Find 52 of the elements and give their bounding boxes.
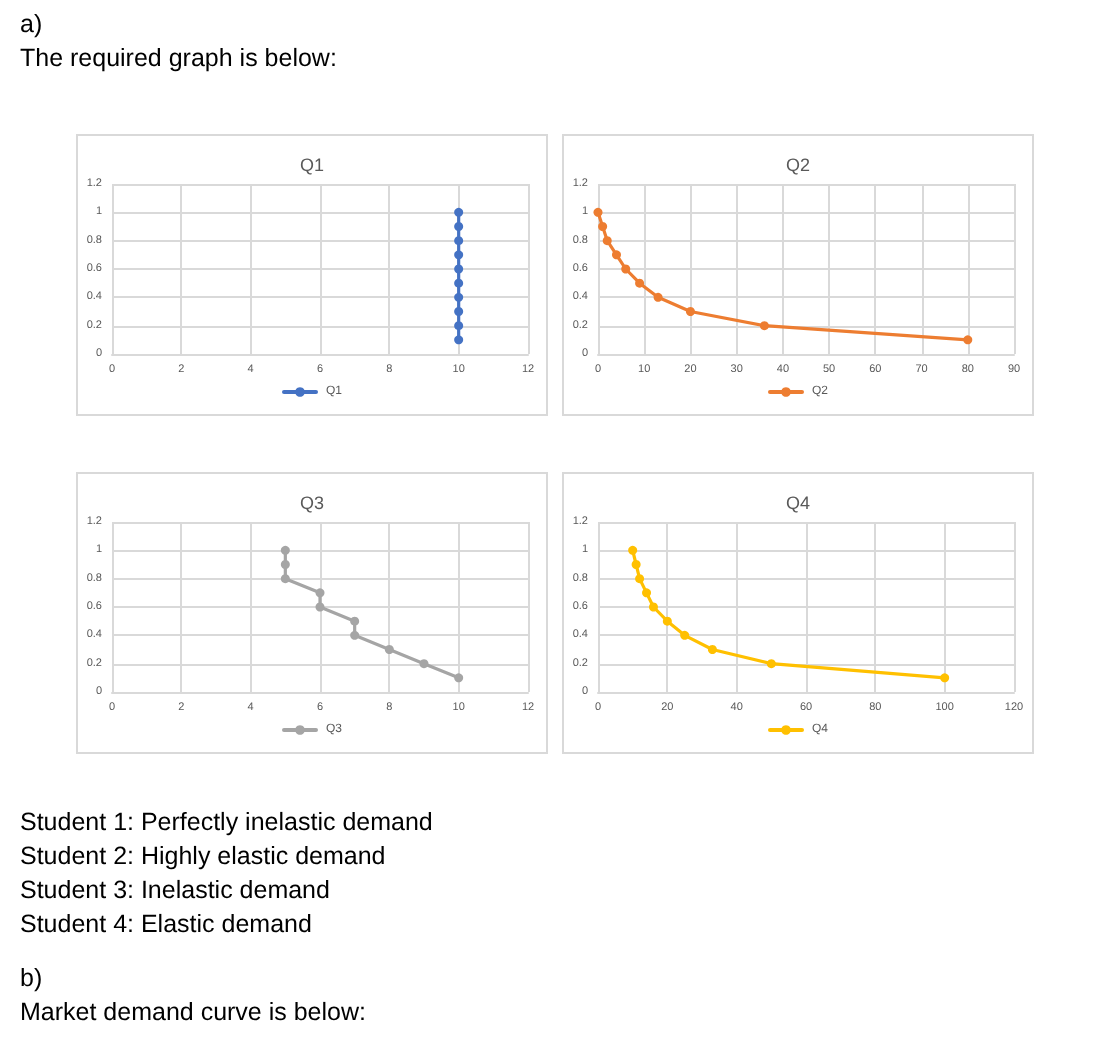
point: [635, 574, 645, 584]
point: [315, 602, 325, 612]
text: b): [20, 961, 45, 995]
point: [662, 616, 672, 626]
point: [280, 574, 290, 584]
point: [454, 264, 464, 274]
point: [593, 207, 603, 217]
point: [685, 307, 695, 316]
point: [621, 264, 631, 274]
point: [350, 616, 360, 626]
point: [454, 335, 464, 345]
point: [642, 588, 652, 598]
point: [350, 630, 360, 640]
point: [454, 292, 464, 302]
point: [680, 630, 690, 640]
point: [707, 645, 717, 654]
text: Student 4: Elastic demand: [20, 907, 314, 941]
point: [759, 321, 769, 331]
point: [635, 278, 645, 288]
point: [454, 321, 464, 331]
point: [419, 659, 429, 669]
point: [454, 222, 464, 231]
point: [653, 292, 663, 302]
text: Student 1: Perfectly inelastic demand: [20, 805, 435, 839]
text: Student 2: Highly elastic demand: [20, 839, 388, 873]
chart-title: Q3: [299, 493, 325, 513]
text: Market demand curve is below:: [20, 995, 368, 1029]
point: [628, 545, 638, 555]
point: [963, 335, 973, 345]
point: [454, 307, 464, 316]
point: [280, 560, 290, 569]
point: [766, 659, 776, 669]
chart-title: Q4: [785, 493, 811, 513]
point: [454, 207, 464, 217]
text: The required graph is below:: [20, 42, 339, 76]
chart-title: Q1: [299, 155, 325, 175]
point: [454, 236, 464, 246]
point: [598, 222, 608, 231]
point: [648, 602, 658, 612]
point: [602, 236, 612, 246]
text: Student 3: Inelastic demand: [20, 873, 332, 907]
point: [940, 673, 950, 683]
text: a): [20, 8, 45, 42]
chart-title: Q2: [785, 155, 811, 175]
point: [454, 278, 464, 288]
point: [631, 560, 641, 569]
point: [454, 250, 464, 260]
point: [384, 645, 394, 654]
point: [612, 250, 621, 260]
point: [280, 545, 290, 555]
point: [315, 588, 325, 598]
point: [454, 673, 464, 683]
